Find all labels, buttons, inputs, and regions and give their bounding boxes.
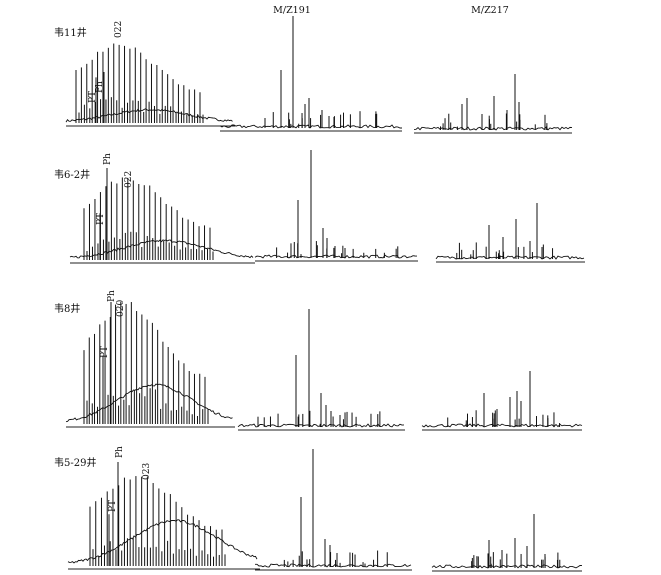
hump-gc-row-2 <box>69 239 254 259</box>
column-header-mz191: M/Z191 <box>273 5 311 16</box>
peak-label-c-row-1: 022 <box>114 21 124 38</box>
peak-label-pt-row-1: PT <box>88 91 98 103</box>
noise-mz217-row-3 <box>421 423 583 428</box>
noise-mz217-row-1 <box>413 126 573 131</box>
chromatogram-traces <box>65 16 585 572</box>
noise-mz191-row-4 <box>255 563 412 568</box>
peak-label-ph-row-1: Ph <box>95 81 105 93</box>
peak-label-pt-row-2: PT <box>96 213 106 225</box>
noise-mz217-row-2 <box>435 255 585 260</box>
column-header-mz217: M/Z217 <box>471 5 509 16</box>
hump-gc-row-4 <box>67 519 258 564</box>
row-label-well-2: 韦6-2井 <box>54 168 90 181</box>
peak-label-ph-row-4: Ph <box>115 446 125 458</box>
row-label-well-4: 韦5-29井 <box>54 456 96 469</box>
row-label-well-1: 韦11井 <box>54 26 87 39</box>
row-label-well-3: 韦8井 <box>54 302 80 315</box>
peak-label-ph-row-2: Ph <box>103 153 113 165</box>
peak-label-c-row-4: 023 <box>142 463 152 480</box>
peak-label-c-row-2: 022 <box>124 171 134 188</box>
peak-label-ph-row-3: Ph <box>107 290 117 302</box>
noise-mz191-row-2 <box>254 254 418 259</box>
